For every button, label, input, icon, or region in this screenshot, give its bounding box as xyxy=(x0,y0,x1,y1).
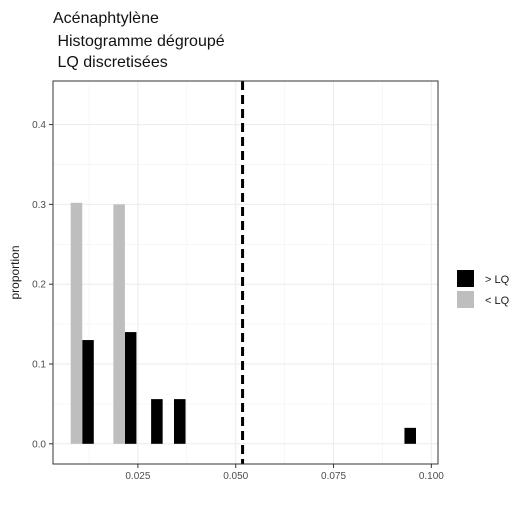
y-tick-label: 0.1 xyxy=(32,360,46,371)
y-axis-title: proportion xyxy=(8,245,22,299)
x-tick-label: 0.050 xyxy=(223,471,248,482)
title-line-1: Acénaphtylène xyxy=(53,10,159,27)
legend: > LQ < LQ xyxy=(457,270,510,308)
legend-key-1 xyxy=(457,291,474,308)
title-line-2: Histogramme dégroupé xyxy=(53,33,225,50)
x-tick-label: 0.075 xyxy=(321,471,346,482)
bar-series0-2 xyxy=(151,399,163,444)
x-tick-label: 0.100 xyxy=(419,471,444,482)
chart-title: Acénaphtylène Histogramme dégroupé LQ di… xyxy=(53,10,225,71)
bar-series1-1 xyxy=(113,204,125,444)
plot-panel xyxy=(53,81,438,464)
bar-series0-0 xyxy=(82,340,94,444)
y-tick-label: 0.0 xyxy=(32,439,46,450)
title-line-3: LQ discretisées xyxy=(53,54,168,71)
bar-series0-4 xyxy=(404,427,416,444)
bar-series0-3 xyxy=(173,399,186,444)
y-tick-label: 0.4 xyxy=(32,120,46,131)
legend-key-0 xyxy=(457,270,474,287)
bars xyxy=(70,202,416,444)
legend-label-1: < LQ xyxy=(485,295,510,307)
bar-series1-0 xyxy=(70,202,83,444)
bar-series0-1 xyxy=(124,332,137,444)
y-tick-label: 0.2 xyxy=(32,280,46,291)
legend-label-0: > LQ xyxy=(485,274,510,286)
plot-panel-border xyxy=(52,80,439,465)
axes: 0.025 0.050 0.075 0.100 0.0 0.1 0.2 0.3 0.4 xyxy=(32,120,444,482)
x-tick-label: 0.025 xyxy=(125,471,150,482)
y-tick-label: 0.3 xyxy=(32,200,46,211)
